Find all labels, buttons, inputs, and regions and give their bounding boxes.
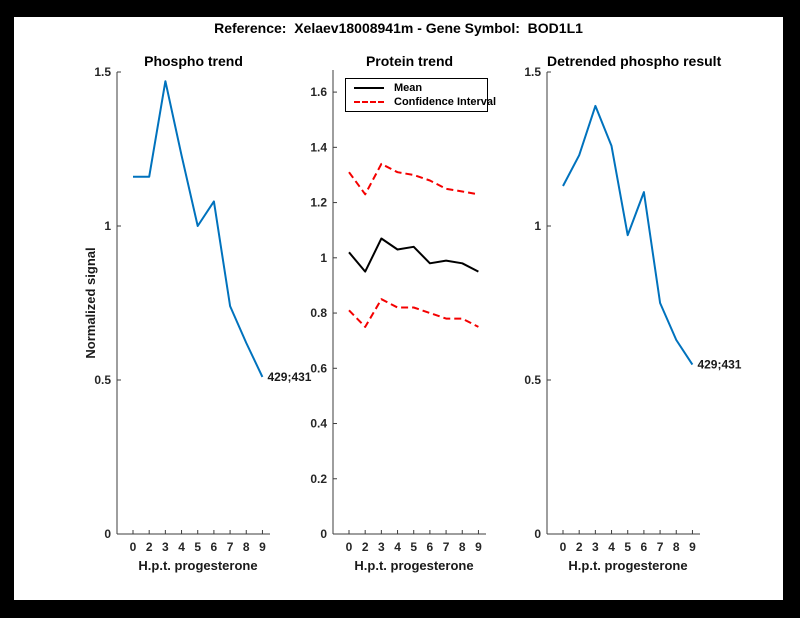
x-tick-label: 3 bbox=[162, 540, 169, 554]
legend-item-mean: Mean bbox=[346, 82, 487, 95]
plot-title-detrended-result: Detrended phospho result bbox=[547, 53, 722, 69]
y-tick-label: 0 bbox=[320, 527, 327, 541]
x-tick-label: 2 bbox=[362, 540, 369, 554]
x-tick-label: 4 bbox=[178, 540, 185, 554]
x-tick-label: 8 bbox=[673, 540, 680, 554]
y-tick-label: 1.2 bbox=[310, 196, 327, 210]
x-tick-label: 0 bbox=[346, 540, 353, 554]
y-tick-label: 1 bbox=[534, 219, 541, 233]
y-axis-label: Normalized signal bbox=[83, 247, 98, 359]
figure-canvas: Reference: Xelaev18008941m - Gene Symbol… bbox=[14, 17, 783, 600]
x-tick-label: 4 bbox=[608, 540, 615, 554]
x-tick-label: 3 bbox=[378, 540, 385, 554]
y-tick-label: 0.5 bbox=[94, 373, 111, 387]
x-tick-label: 6 bbox=[641, 540, 648, 554]
figure-title: Reference: Xelaev18008941m - Gene Symbol… bbox=[214, 20, 583, 36]
x-tick-label: 9 bbox=[689, 540, 696, 554]
series-line-detrended-phospho bbox=[562, 104, 694, 366]
x-axis-label-protein: H.p.t. progesterone bbox=[354, 558, 474, 573]
x-tick-label: 9 bbox=[475, 540, 482, 554]
x-tick-label: 2 bbox=[576, 540, 583, 554]
x-axis-label-phospho: H.p.t. progesterone bbox=[138, 558, 258, 573]
protein-trend-chart: 00.20.40.60.811.21.41.60 2 3 4 5 6 7 8 9 bbox=[310, 70, 486, 554]
y-tick-label: 1 bbox=[104, 219, 111, 233]
y-tick-label: 0.6 bbox=[310, 361, 327, 375]
mean-line-sample bbox=[354, 87, 384, 89]
x-tick-label: 3 bbox=[592, 540, 599, 554]
endpoint-annotation: 429;431 bbox=[267, 370, 311, 384]
series-line-confidence-upper bbox=[348, 162, 479, 196]
x-tick-label: 5 bbox=[194, 540, 201, 554]
plot-title-phospho-trend: Phospho trend bbox=[144, 53, 243, 69]
x-tick-label: 5 bbox=[410, 540, 417, 554]
confidence-interval-line-sample bbox=[354, 101, 384, 103]
y-tick-label: 1.6 bbox=[310, 85, 327, 99]
legend-label-mean: Mean bbox=[394, 82, 423, 94]
y-tick-label: 0 bbox=[104, 527, 111, 541]
x-tick-label: 4 bbox=[394, 540, 401, 554]
x-tick-label: 0 bbox=[130, 540, 137, 554]
x-tick-label: 9 bbox=[259, 540, 266, 554]
x-tick-label: 6 bbox=[211, 540, 218, 554]
x-tick-label: 7 bbox=[227, 540, 234, 554]
y-tick-label: 0 bbox=[534, 527, 541, 541]
series-line-confidence-lower bbox=[348, 298, 479, 328]
x-tick-label: 0 bbox=[560, 540, 567, 554]
y-tick-label: 1.4 bbox=[310, 140, 327, 154]
x-tick-label: 7 bbox=[657, 540, 664, 554]
y-tick-label: 0.2 bbox=[310, 472, 327, 486]
y-tick-label: 0.8 bbox=[310, 306, 327, 320]
plot-title-protein-trend: Protein trend bbox=[365, 53, 454, 69]
x-tick-label: 7 bbox=[443, 540, 450, 554]
x-tick-label: 6 bbox=[427, 540, 434, 554]
endpoint-annotation: 429;431 bbox=[697, 358, 741, 372]
x-tick-label: 8 bbox=[243, 540, 250, 554]
y-tick-label: 0.4 bbox=[310, 417, 327, 431]
series-line-mean bbox=[348, 237, 479, 273]
y-tick-label: 0.5 bbox=[524, 373, 541, 387]
legend-item-confidence-interval: Confidence Interval bbox=[346, 96, 496, 109]
legend-label-confidence-interval: Confidence Interval bbox=[394, 96, 497, 108]
y-tick-label: 1.5 bbox=[94, 65, 111, 79]
legend-box: Mean Confidence Interval bbox=[345, 78, 496, 112]
series-line-phospho-signal bbox=[133, 80, 264, 378]
x-tick-label: 2 bbox=[146, 540, 153, 554]
y-tick-label: 1 bbox=[320, 251, 327, 265]
x-axis-label-detrended: H.p.t. progesterone bbox=[568, 558, 688, 573]
y-tick-label: 1.5 bbox=[524, 65, 541, 79]
x-tick-label: 5 bbox=[624, 540, 631, 554]
x-tick-label: 8 bbox=[459, 540, 466, 554]
